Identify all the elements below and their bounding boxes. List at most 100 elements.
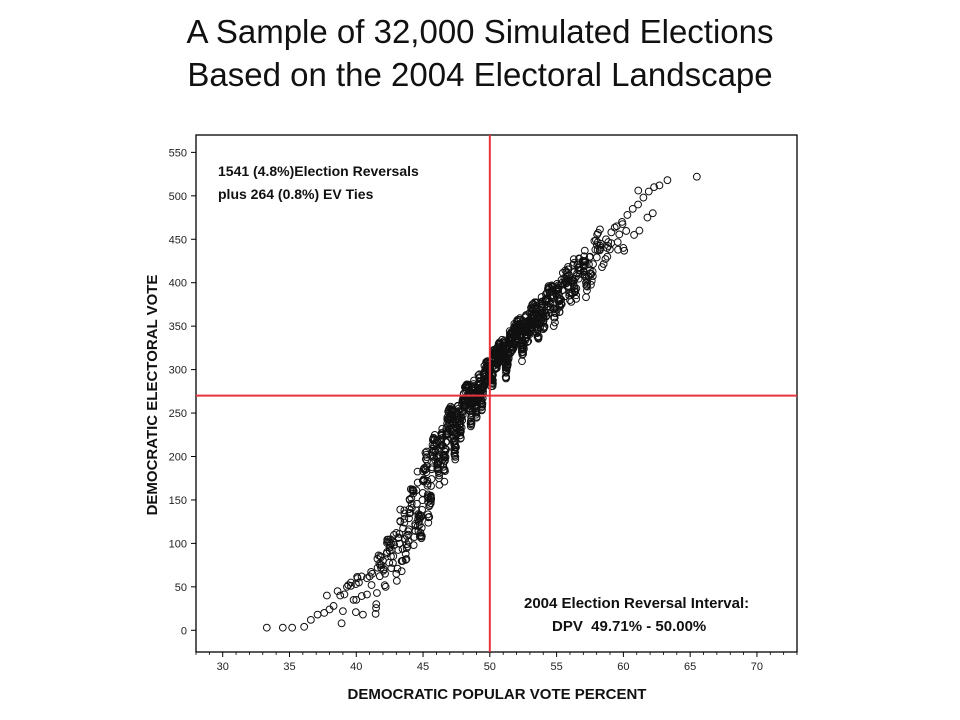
title-line-1: A Sample of 32,000 Simulated Elections [186, 13, 774, 50]
data-point [343, 582, 351, 591]
data-point [448, 409, 457, 417]
y-tick-label: 0 [181, 625, 187, 637]
data-point [405, 496, 414, 504]
data-point [408, 485, 417, 494]
data-point [534, 320, 542, 329]
data-point [511, 329, 520, 338]
data-point [510, 339, 518, 348]
data-point [471, 403, 479, 412]
data-point [565, 270, 573, 279]
y-tick-label: 400 [169, 278, 187, 290]
data-point [494, 339, 503, 348]
x-axis-title: DEMOCRATIC POPULAR VOTE PERCENT [348, 686, 647, 703]
data-point [419, 477, 428, 486]
data-point [623, 211, 632, 219]
data-point [337, 619, 346, 628]
data-point [619, 244, 628, 252]
data-point [607, 228, 616, 237]
data-point [409, 487, 418, 496]
data-point [477, 398, 486, 407]
data-point [639, 193, 648, 202]
y-tick-label: 100 [169, 538, 187, 550]
data-point [407, 494, 416, 503]
data-point [559, 280, 568, 289]
data-point [262, 623, 271, 632]
data-point [523, 330, 532, 339]
data-point [432, 439, 441, 448]
data-point [365, 572, 374, 581]
data-point [451, 455, 460, 464]
data-point [344, 581, 353, 589]
data-point [572, 291, 581, 300]
x-tick-label: 50 [484, 661, 496, 673]
data-point [451, 452, 460, 461]
data-point [593, 230, 602, 239]
data-points [262, 172, 701, 632]
data-point [373, 554, 382, 563]
chart-title: A Sample of 32,000 Simulated Elections B… [0, 10, 960, 96]
data-point [527, 303, 535, 312]
data-point [455, 423, 464, 432]
data-point [618, 217, 626, 226]
data-point [400, 515, 409, 523]
data-point [569, 255, 578, 264]
data-point [353, 574, 362, 583]
x-tick-label: 35 [283, 661, 295, 673]
data-point [456, 426, 465, 435]
data-point [628, 204, 637, 213]
data-point [401, 549, 410, 558]
data-point [428, 448, 437, 457]
data-point [379, 556, 387, 565]
data-point [434, 457, 442, 466]
data-point [575, 263, 584, 271]
data-point [615, 230, 624, 239]
data-point [532, 309, 541, 318]
data-point [475, 374, 484, 383]
x-tick-label: 55 [550, 661, 562, 673]
data-point [413, 467, 422, 476]
data-point [596, 239, 605, 248]
data-point [517, 345, 526, 354]
data-point [400, 509, 409, 518]
data-point [351, 608, 360, 617]
data-point [539, 313, 548, 322]
data-point [557, 295, 566, 304]
data-point [392, 529, 401, 537]
data-point [505, 335, 514, 344]
data-point [405, 505, 414, 513]
y-tick-label: 550 [169, 147, 187, 159]
data-point [417, 523, 426, 532]
data-point [530, 298, 539, 307]
data-point [517, 348, 526, 357]
data-point [329, 602, 338, 610]
data-point [404, 530, 413, 539]
data-point [396, 517, 405, 526]
annotation-reversals-line1: 1541 (4.8%)Election Reversals [218, 163, 419, 179]
data-point [589, 260, 597, 269]
data-point [398, 556, 407, 565]
data-point [387, 539, 395, 548]
data-point [692, 172, 701, 181]
data-point [413, 499, 421, 508]
data-point [419, 467, 427, 476]
y-tick-label: 50 [175, 582, 187, 594]
y-axis-ticks: 0 50 100 150 200 250 300 350 400 450 500 550 [169, 147, 196, 637]
data-point [457, 414, 466, 423]
annotation-interval-line1: 2004 Election Reversal Interval: [524, 595, 749, 612]
data-point [470, 396, 479, 405]
data-point [367, 567, 376, 576]
data-point [503, 357, 511, 366]
data-point [392, 576, 401, 585]
data-point [552, 309, 560, 317]
data-point [381, 582, 390, 591]
x-tick-label: 45 [417, 661, 429, 673]
data-point [377, 561, 386, 570]
data-point [437, 430, 446, 439]
data-point [580, 257, 589, 265]
data-point [428, 463, 437, 472]
y-tick-label: 350 [169, 321, 187, 333]
x-tick-label: 40 [350, 661, 362, 673]
data-point [518, 343, 527, 352]
data-point [527, 313, 536, 322]
data-point [349, 595, 358, 604]
